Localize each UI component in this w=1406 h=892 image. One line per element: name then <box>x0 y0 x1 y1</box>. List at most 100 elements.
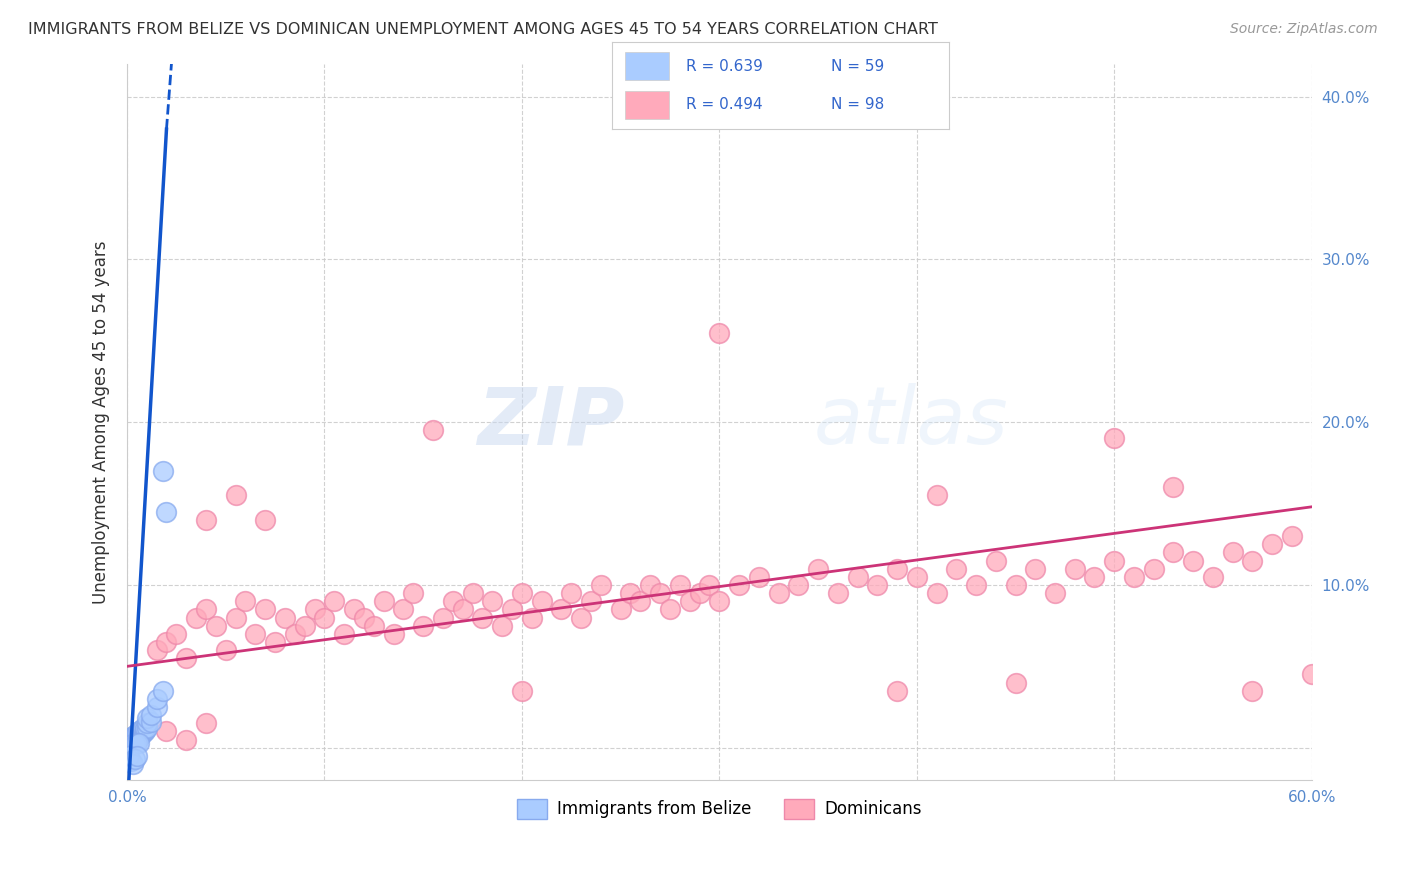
Point <box>709 326 731 340</box>
Point <box>125 748 148 763</box>
Point <box>1202 570 1225 584</box>
Point <box>122 757 145 772</box>
Point <box>471 610 494 624</box>
Point <box>118 734 141 748</box>
Point <box>501 602 523 616</box>
Text: atlas: atlas <box>814 384 1010 461</box>
Point <box>124 738 146 752</box>
Point <box>1143 562 1166 576</box>
Point <box>134 724 156 739</box>
Point <box>284 627 307 641</box>
Point <box>984 553 1007 567</box>
Point <box>461 586 484 600</box>
Text: R = 0.639: R = 0.639 <box>686 59 762 74</box>
Text: ZIP: ZIP <box>477 384 624 461</box>
Point <box>122 736 145 750</box>
Point <box>1123 570 1146 584</box>
Point <box>152 683 174 698</box>
Point <box>132 726 155 740</box>
Point <box>699 578 721 592</box>
Point <box>491 618 513 632</box>
Text: N = 98: N = 98 <box>831 97 884 112</box>
Point <box>1102 553 1125 567</box>
Point <box>402 586 425 600</box>
Point <box>422 423 444 437</box>
Point <box>122 732 145 747</box>
Point <box>1301 667 1323 681</box>
Point <box>304 602 326 616</box>
Point <box>132 721 155 735</box>
Point <box>965 578 987 592</box>
Point <box>807 562 830 576</box>
Point <box>648 586 671 600</box>
Point <box>579 594 602 608</box>
Point <box>129 728 152 742</box>
Point <box>215 643 238 657</box>
Point <box>905 570 928 584</box>
Point <box>135 711 157 725</box>
Point <box>122 730 145 744</box>
Point <box>128 728 150 742</box>
Point <box>1102 432 1125 446</box>
Point <box>432 610 454 624</box>
Point <box>129 724 152 739</box>
Text: R = 0.494: R = 0.494 <box>686 97 762 112</box>
Point <box>659 602 682 616</box>
Point <box>925 586 948 600</box>
Point <box>925 488 948 502</box>
Point <box>510 683 533 698</box>
Point <box>134 721 156 735</box>
Point <box>333 627 356 641</box>
Point <box>184 610 207 624</box>
Point <box>709 594 731 608</box>
Point <box>120 732 142 747</box>
Point <box>530 594 553 608</box>
Point <box>139 708 162 723</box>
Point <box>441 594 464 608</box>
Point <box>274 610 297 624</box>
Point <box>353 610 375 624</box>
Point <box>132 723 155 737</box>
FancyBboxPatch shape <box>626 91 669 119</box>
Point <box>827 586 849 600</box>
Point <box>120 738 142 752</box>
Point <box>689 586 711 600</box>
Point <box>392 602 415 616</box>
Point <box>254 602 277 616</box>
Point <box>128 736 150 750</box>
Point <box>122 731 145 745</box>
Point <box>628 594 651 608</box>
Point <box>294 618 316 632</box>
Point <box>846 570 869 584</box>
Point <box>1163 545 1185 559</box>
Point <box>155 505 177 519</box>
Point <box>787 578 810 592</box>
Point <box>679 594 702 608</box>
Point <box>363 618 385 632</box>
Point <box>1241 553 1264 567</box>
Point <box>323 594 346 608</box>
Point <box>120 731 142 745</box>
Point <box>124 728 146 742</box>
Point <box>609 602 631 616</box>
Point <box>768 586 790 600</box>
Point <box>124 730 146 744</box>
Point <box>194 513 217 527</box>
Point <box>122 738 145 752</box>
Point <box>125 731 148 745</box>
Point <box>510 586 533 600</box>
Point <box>120 734 142 748</box>
Point <box>1281 529 1303 543</box>
Point <box>145 643 167 657</box>
Point <box>1004 675 1026 690</box>
Point <box>174 651 197 665</box>
Point <box>120 739 142 753</box>
Point <box>135 721 157 735</box>
Point <box>118 738 141 752</box>
Point <box>225 488 247 502</box>
Point <box>748 570 770 584</box>
Point <box>619 586 641 600</box>
Point <box>145 700 167 714</box>
Point <box>245 627 267 641</box>
Point <box>235 594 257 608</box>
